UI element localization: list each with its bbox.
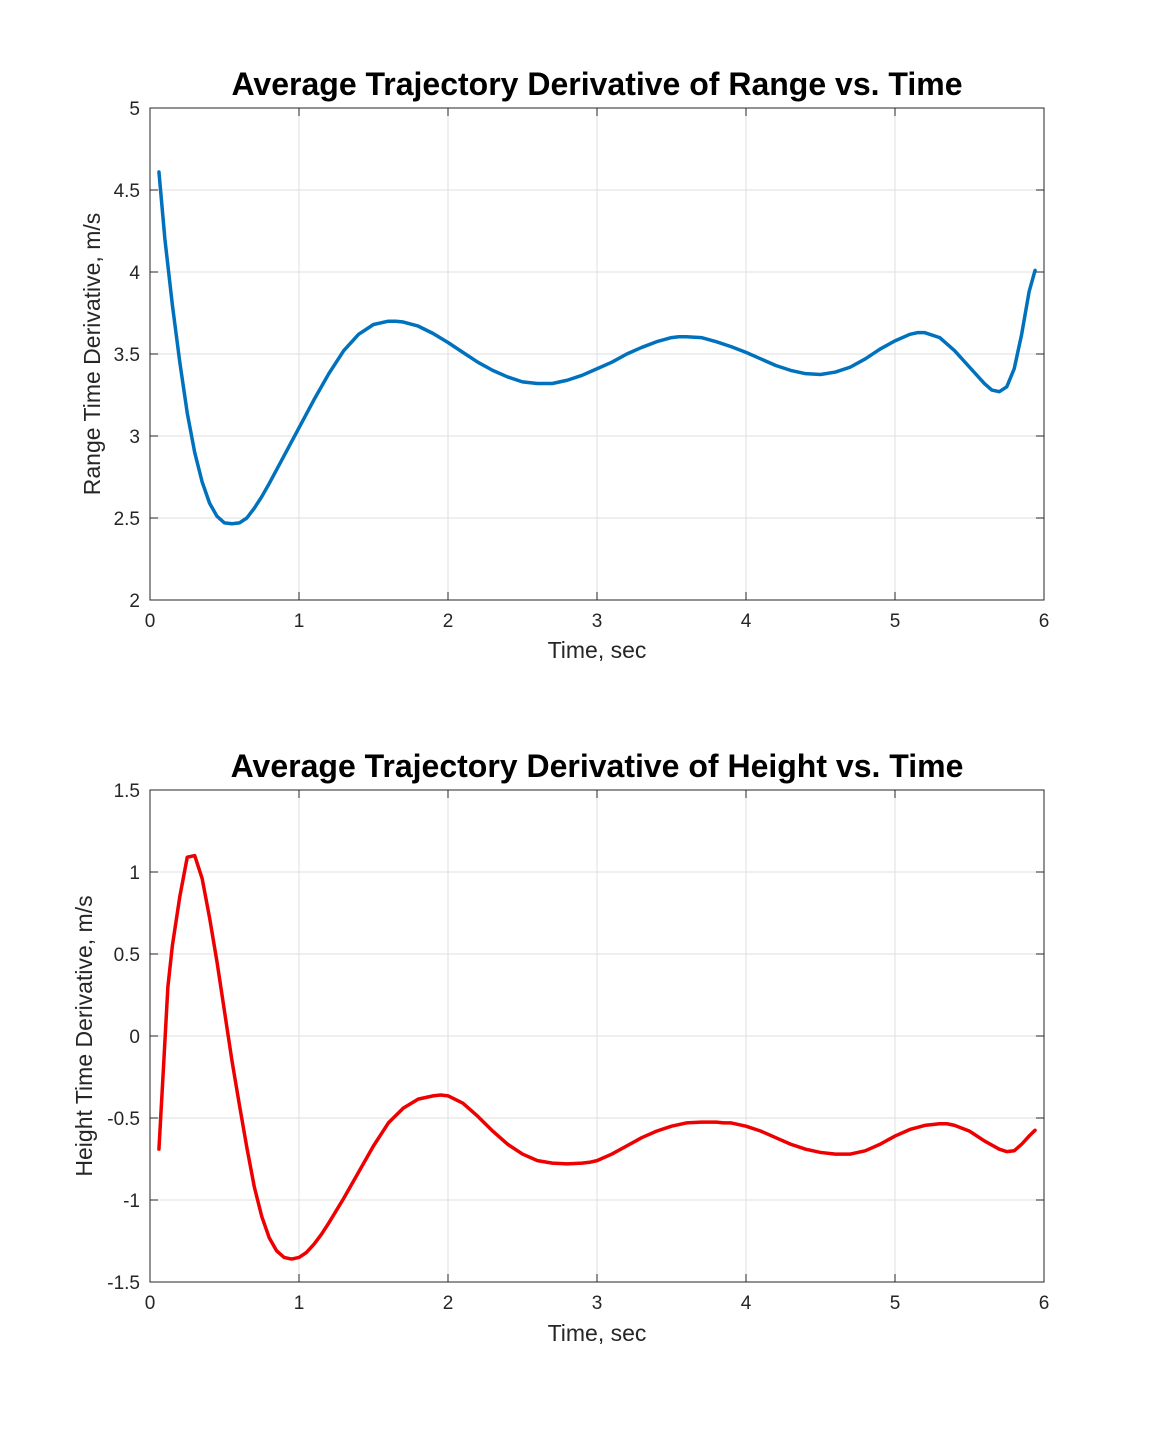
x-tick-label: 1 [294, 1293, 305, 1314]
x-axis-label: Time, sec [548, 637, 647, 663]
x-tick-label: 6 [1039, 1293, 1050, 1314]
x-tick-label: 4 [741, 611, 752, 632]
series-line [157, 170, 1037, 526]
y-tick-label: 4.5 [114, 181, 140, 202]
chart-title: Average Trajectory Derivative of Range v… [232, 66, 963, 102]
x-tick-label: 2 [443, 611, 454, 632]
y-tick-label: 5 [129, 99, 140, 120]
x-tick-label: 0 [145, 611, 156, 632]
y-tick-label: -1.5 [107, 1273, 140, 1294]
x-tick-label: 6 [1039, 611, 1050, 632]
x-tick-label: 3 [592, 611, 603, 632]
x-tick-label: 4 [741, 1293, 752, 1314]
y-tick-label: 0 [129, 1027, 140, 1048]
y-tick-label: 1 [129, 863, 140, 884]
y-tick-label: 0.5 [114, 945, 140, 966]
y-axis-label: Range Time Derivative, m/s [79, 213, 105, 495]
x-tick-label: 5 [890, 1293, 901, 1314]
y-axis-label: Height Time Derivative, m/s [71, 895, 97, 1176]
y-tick-label: -1 [123, 1191, 140, 1212]
x-tick-label: 5 [890, 611, 901, 632]
height-chart: 0 1 2 3 4 5 6 -1.5 -1 -0.5 0 0.5 1 1.5 Average Trajec… [71, 748, 1049, 1346]
y-tick-label: -0.5 [107, 1109, 140, 1130]
y-tick-label: 2 [129, 591, 140, 612]
y-tick-label: 2.5 [114, 509, 140, 530]
x-tick-label: 0 [145, 1293, 156, 1314]
x-tick-label: 1 [294, 611, 305, 632]
y-tick-label: 3 [129, 427, 140, 448]
x-axis-label: Time, sec [548, 1320, 647, 1346]
series-line [157, 853, 1037, 1261]
x-tick-label: 2 [443, 1293, 454, 1314]
chart-title: Average Trajectory Derivative of Height … [231, 748, 964, 784]
range-chart: 0 1 2 3 4 5 6 2 2.5 3 3.5 4 4.5 5 Average Trajectory … [79, 66, 1049, 663]
y-tick-label: 1.5 [114, 781, 140, 802]
x-tick-label: 3 [592, 1293, 603, 1314]
y-tick-label: 4 [129, 263, 140, 284]
y-tick-label: 3.5 [114, 345, 140, 366]
